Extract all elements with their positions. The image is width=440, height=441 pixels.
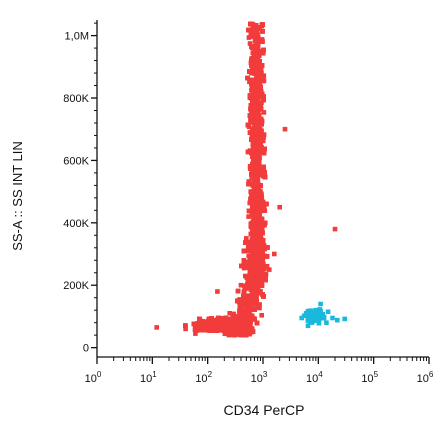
event-point <box>261 110 267 115</box>
event-point <box>245 307 251 313</box>
event-point <box>249 202 255 208</box>
event-point <box>259 313 264 318</box>
event-point <box>262 208 268 213</box>
event-point <box>261 73 267 78</box>
event-point <box>259 119 265 124</box>
event-point <box>261 262 266 267</box>
event-point <box>259 122 264 127</box>
event-point <box>260 51 266 56</box>
event-point <box>247 166 253 171</box>
events-layer <box>154 21 347 338</box>
event-point <box>246 179 252 184</box>
event-point <box>244 293 249 299</box>
event-point <box>241 265 247 271</box>
event-point <box>255 32 260 37</box>
event-point <box>250 21 256 27</box>
event-point <box>259 195 265 201</box>
event-point <box>246 35 252 40</box>
event-point <box>251 103 256 108</box>
event-point <box>261 132 267 137</box>
event-point <box>258 288 263 294</box>
event-point <box>247 200 252 206</box>
event-point <box>257 80 263 86</box>
event-point <box>247 41 253 46</box>
event-point <box>260 274 265 280</box>
event-point <box>258 116 264 122</box>
event-point <box>251 105 256 111</box>
event-point <box>257 302 262 307</box>
